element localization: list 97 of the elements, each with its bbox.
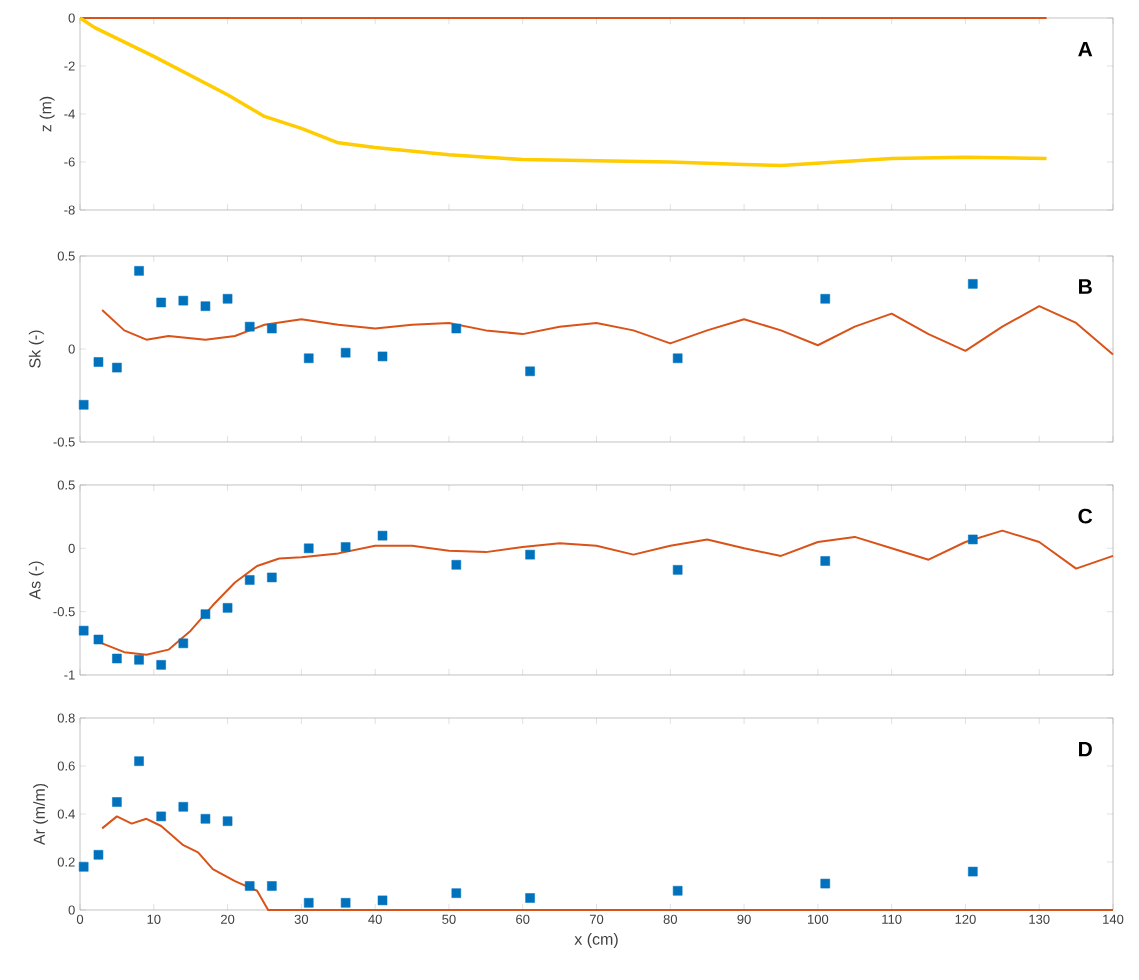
point <box>303 543 314 554</box>
point <box>112 362 122 373</box>
point <box>222 816 233 826</box>
annotation: B <box>1079 279 1092 294</box>
y-axis-title: z (m) <box>39 96 55 132</box>
point <box>200 301 211 311</box>
y-tick-label: 0.4 <box>57 809 75 819</box>
point <box>178 802 189 812</box>
line-series <box>101 305 1115 356</box>
point <box>340 542 351 552</box>
point <box>525 893 535 903</box>
point <box>820 878 831 889</box>
point <box>968 866 978 877</box>
point <box>112 797 122 807</box>
annotation: C <box>1078 508 1093 524</box>
y-tick-label: -8 <box>64 205 75 215</box>
y-axis-title: As (-) <box>28 561 44 600</box>
y-tick-label: -2 <box>64 61 75 71</box>
y-tick-label: 0.2 <box>57 857 75 867</box>
x-tick-label: 140 <box>1103 914 1124 924</box>
point <box>968 534 978 545</box>
x-tick-label: 70 <box>589 914 604 924</box>
x-axis-title: x (cm) <box>574 933 618 948</box>
x-tick-label: 110 <box>882 914 902 924</box>
x-tick-label: 130 <box>1029 914 1050 924</box>
y-tick-label: -1 <box>64 670 75 680</box>
y-tick-label: 0.5 <box>57 251 75 261</box>
y-tick-label: -0.5 <box>53 437 75 447</box>
x-tick-label: 100 <box>808 914 829 924</box>
y-tick-label: 0 <box>68 905 75 915</box>
y-tick-label: -0.5 <box>53 607 75 617</box>
y-tick-label: 0 <box>68 13 75 23</box>
point <box>672 565 683 575</box>
point <box>200 814 211 824</box>
point <box>178 638 189 649</box>
point <box>78 862 89 872</box>
point <box>340 347 351 358</box>
x-tick-label: 120 <box>955 914 976 924</box>
x-tick-label: 90 <box>737 914 751 924</box>
point <box>222 603 233 613</box>
x-tick-label: 0 <box>76 914 84 924</box>
point <box>222 294 233 304</box>
y-tick-label: 0.5 <box>57 480 75 490</box>
point <box>377 895 388 906</box>
point <box>340 898 351 908</box>
point <box>200 609 211 619</box>
point <box>78 400 89 410</box>
point <box>156 297 166 308</box>
y-tick-label: 0.8 <box>57 713 75 723</box>
point <box>820 294 831 304</box>
point <box>93 357 104 367</box>
point <box>134 266 144 276</box>
point <box>451 323 462 334</box>
y-tick-label: 0 <box>68 344 75 354</box>
y-tick-label: 0 <box>68 543 75 553</box>
point <box>525 549 535 560</box>
point <box>178 295 189 306</box>
annotation: A <box>1078 41 1093 57</box>
point <box>244 881 255 891</box>
point <box>134 756 144 766</box>
x-tick-label: 80 <box>663 914 678 924</box>
y-tick-label: 0.6 <box>57 761 75 771</box>
point <box>672 353 683 364</box>
x-tick-label: 60 <box>516 914 530 924</box>
point <box>377 530 388 541</box>
y-axis-title: Sk (-) <box>28 330 44 368</box>
line-series <box>101 815 1115 911</box>
point <box>244 575 255 585</box>
point <box>451 560 462 570</box>
point <box>968 279 978 289</box>
point <box>244 321 255 332</box>
y-axis-title: Ar (m/m) <box>33 783 49 846</box>
point <box>377 351 388 362</box>
point <box>267 323 277 334</box>
y-tick-label: -4 <box>64 109 75 119</box>
point <box>267 572 277 583</box>
point <box>93 850 104 860</box>
x-tick-label: 30 <box>294 914 309 924</box>
point <box>672 886 683 896</box>
point <box>820 556 831 566</box>
point <box>93 634 104 645</box>
annotation: D <box>1079 741 1092 757</box>
point <box>303 353 314 364</box>
x-tick-label: 50 <box>442 914 456 924</box>
y-tick-label: -6 <box>64 157 75 167</box>
point <box>267 881 277 891</box>
x-tick-label: 20 <box>220 914 235 924</box>
point <box>525 366 535 377</box>
x-tick-label: 10 <box>147 914 161 924</box>
point <box>156 660 166 670</box>
point <box>156 811 166 822</box>
point <box>78 625 89 636</box>
point <box>451 888 462 898</box>
point <box>134 655 144 665</box>
point <box>303 898 314 908</box>
x-tick-label: 40 <box>368 914 382 924</box>
point <box>112 653 122 664</box>
